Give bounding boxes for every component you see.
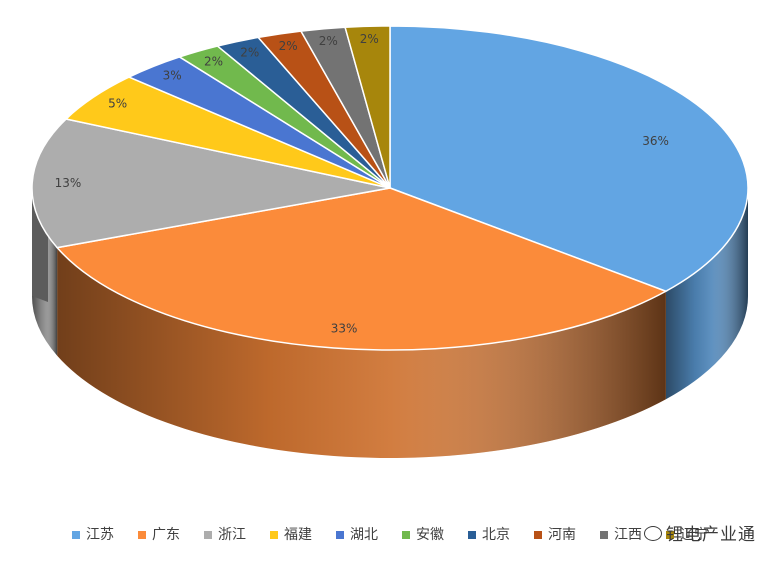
legend-swatch-5 [402, 531, 410, 539]
legend-label-8: 江西 [614, 527, 642, 543]
legend-swatch-4 [336, 531, 344, 539]
pie-sides [32, 188, 748, 459]
legend-swatch-1 [138, 531, 146, 539]
data-label-1: 33% [331, 322, 358, 336]
data-label-4: 3% [163, 69, 182, 83]
legend-label-1: 广东 [152, 527, 180, 543]
legend-swatch-7 [534, 531, 542, 539]
pie-slice-0 [389, 25, 749, 293]
data-label-2: 13% [55, 176, 82, 190]
legend-swatch-6 [468, 531, 476, 539]
legend-swatch-0 [72, 531, 80, 539]
legend-label-6: 北京 [482, 527, 510, 543]
legend-label-2: 浙江 [218, 527, 246, 543]
pie-slice-9 [344, 25, 391, 189]
legend-swatch-8 [600, 531, 608, 539]
data-label-8: 2% [319, 34, 338, 48]
watermark-text: 锂电产业通 [666, 525, 756, 545]
data-label-7: 2% [279, 39, 298, 53]
data-label-3: 5% [108, 97, 127, 111]
legend-label-4: 湖北 [350, 527, 378, 543]
data-label-9: 2% [360, 32, 379, 46]
wechat-icon [644, 526, 662, 541]
legend-label-9: 辽宁 [680, 526, 708, 543]
data-label-0: 36% [642, 134, 669, 148]
watermark: 锂电产业通 [644, 520, 756, 545]
pie-slice-2 [31, 118, 391, 249]
legend-label-7: 河南 [548, 527, 576, 543]
data-label-6: 2% [240, 46, 259, 60]
pie-tops [31, 25, 749, 351]
pie-side-shade-1-0 [57, 247, 666, 459]
pie-labels: 36% 33% 13% 5% 3% 2% 2% 2% 2% 2% [55, 32, 669, 336]
legend-label-0: 江苏 [86, 527, 114, 543]
legend: 江苏 广东 浙江 福建 湖北 安徽 北京 河南 江西 辽宁 [72, 526, 708, 543]
pie-side-shade-0-0 [665, 188, 748, 400]
legend-label-5: 安徽 [416, 527, 444, 543]
pie-slice-1 [55, 187, 668, 351]
legend-label-3: 福建 [284, 527, 312, 543]
data-label-5: 2% [204, 55, 223, 69]
legend-swatch-9 [666, 531, 674, 539]
legend-swatch-2 [204, 531, 212, 539]
legend-swatch-3 [270, 531, 278, 539]
